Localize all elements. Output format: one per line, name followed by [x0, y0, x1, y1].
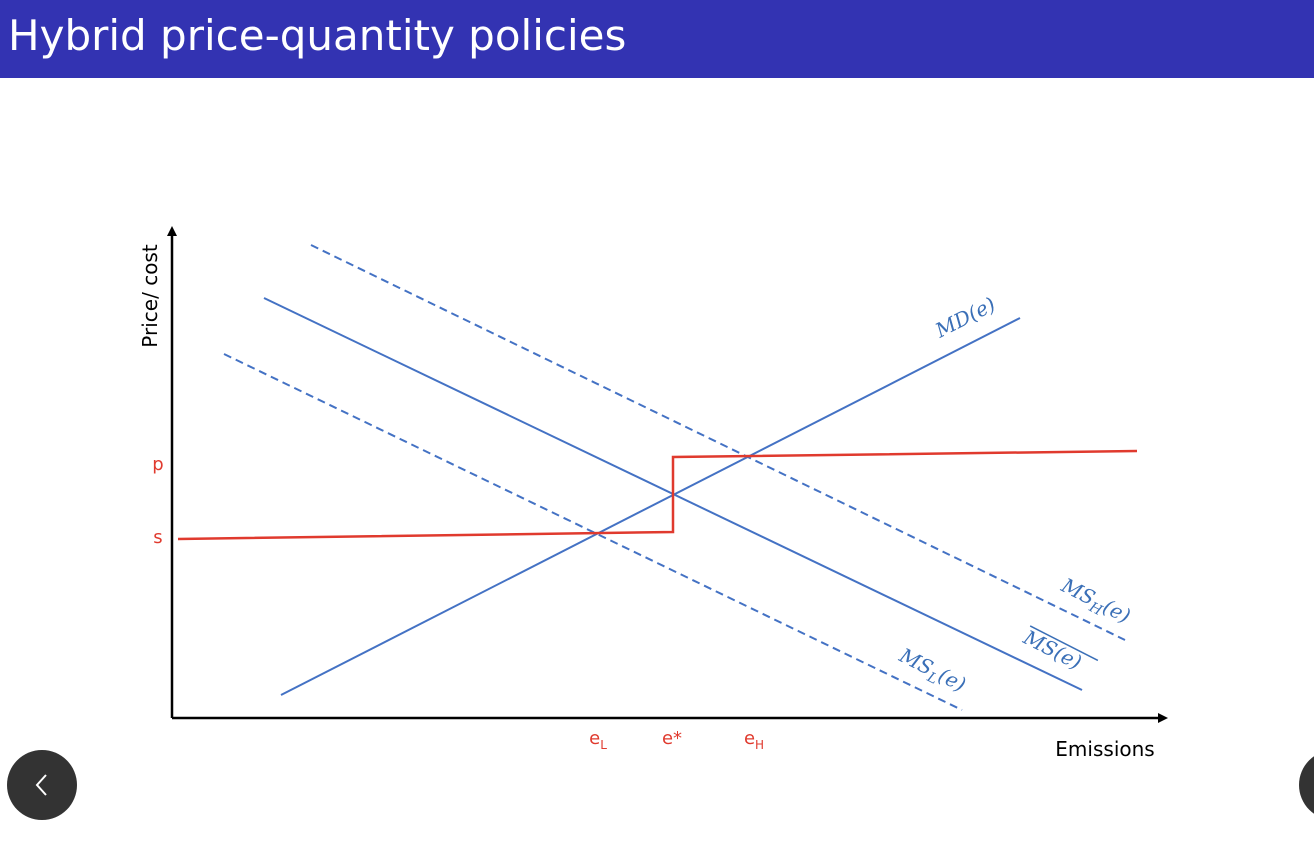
md-curve: [280, 317, 1021, 696]
y-arrow: [167, 226, 177, 236]
label-arg: (e): [934, 663, 969, 697]
label-arg: (e): [1099, 594, 1134, 628]
hybrid-policy-line: [177, 449, 1138, 541]
curve-label-group: MS(e): [1019, 625, 1099, 675]
y-axis-label: Price/ cost: [138, 244, 162, 348]
next-button[interactable]: [1299, 750, 1314, 820]
x-axis-label: Emissions: [1055, 737, 1154, 761]
ms-h-curve: [310, 244, 1126, 641]
curve-label: MS(e): [1019, 625, 1086, 675]
tick-base: e: [744, 728, 755, 749]
tick-base: e: [589, 728, 600, 749]
x-tick-label: e*: [662, 728, 682, 749]
prev-chevron[interactable]: [35, 774, 47, 796]
curve-label: MD(e): [930, 292, 999, 343]
tick-sub: L: [600, 738, 607, 752]
y-tick-label: s: [153, 527, 162, 548]
curve-label: MSL(e): [893, 643, 970, 701]
slide-title: Hybrid price-quantity policies: [8, 11, 626, 60]
prev-button-bg[interactable]: [7, 750, 77, 820]
next-button-bg[interactable]: [1299, 750, 1314, 820]
x-tick-label: eL: [589, 728, 607, 752]
curve-label: MSH(e): [1055, 573, 1134, 632]
header-bar: [0, 0, 1314, 78]
x-arrow: [1158, 713, 1168, 723]
tick-sub: H: [755, 738, 764, 752]
y-tick-label: p: [152, 454, 163, 475]
x-tick-label: eH: [744, 728, 764, 752]
prev-button[interactable]: [7, 750, 77, 820]
tick-base: e*: [662, 728, 682, 749]
overline: [1029, 625, 1099, 662]
